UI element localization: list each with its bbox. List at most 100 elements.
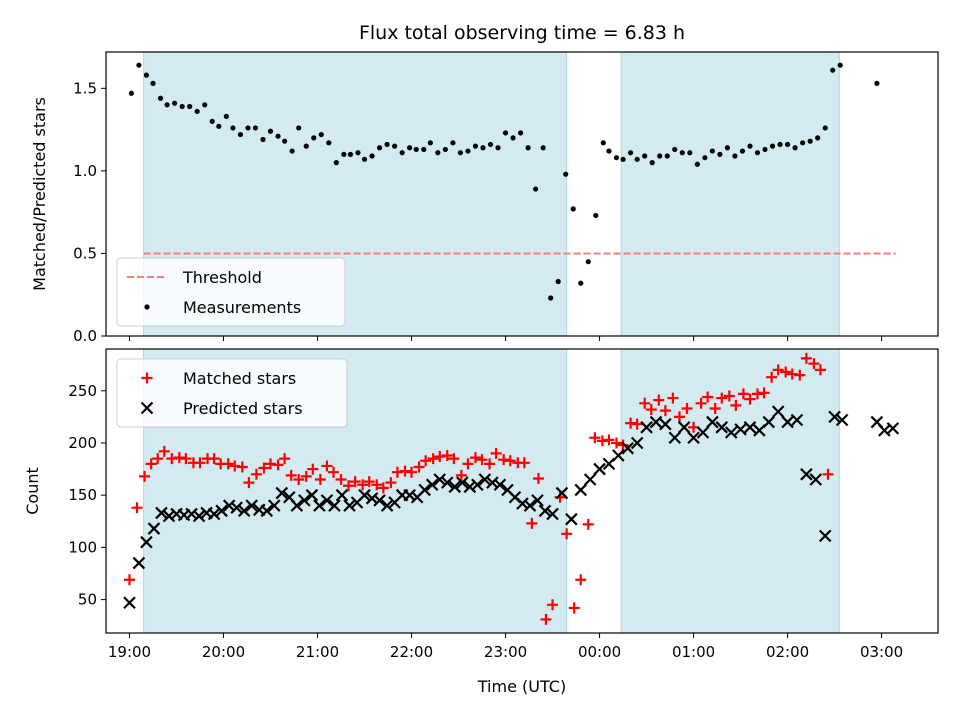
data-point bbox=[328, 466, 340, 478]
data-point bbox=[886, 422, 900, 435]
data-point bbox=[377, 482, 389, 494]
data-point bbox=[696, 426, 710, 439]
data-point bbox=[672, 146, 678, 153]
data-point bbox=[285, 469, 297, 481]
data-point bbox=[472, 143, 479, 149]
data-point bbox=[593, 462, 606, 476]
data-point bbox=[716, 392, 728, 404]
data-point bbox=[314, 474, 326, 486]
y-tick-label: 200 bbox=[68, 434, 97, 452]
data-point bbox=[250, 468, 262, 480]
data-point bbox=[818, 529, 832, 543]
data-point bbox=[252, 125, 259, 131]
data-point bbox=[747, 143, 753, 149]
data-point bbox=[427, 140, 433, 146]
data-point bbox=[478, 473, 492, 486]
data-point bbox=[140, 535, 153, 549]
data-point bbox=[427, 453, 439, 465]
data-point bbox=[677, 421, 691, 434]
data-point bbox=[187, 103, 193, 110]
legend-label: Matched stars bbox=[183, 369, 296, 388]
data-point bbox=[222, 499, 236, 512]
data-point bbox=[645, 404, 657, 416]
data-point bbox=[627, 150, 634, 156]
x-tick-label: 20:00 bbox=[202, 643, 245, 661]
data-point bbox=[476, 454, 488, 466]
data-point bbox=[504, 455, 516, 467]
data-point bbox=[376, 145, 383, 151]
x-tick-label: 22:00 bbox=[390, 643, 433, 661]
data-point bbox=[603, 434, 615, 446]
x-tick-label: 01:00 bbox=[672, 643, 715, 661]
data-point bbox=[484, 458, 496, 470]
data-point bbox=[792, 145, 798, 151]
data-point bbox=[155, 506, 168, 520]
data-point bbox=[679, 150, 685, 156]
x-tick-label: 03:00 bbox=[860, 643, 903, 661]
data-point bbox=[695, 397, 707, 409]
data-point bbox=[380, 499, 394, 512]
data-point bbox=[540, 613, 552, 625]
data-point bbox=[357, 479, 369, 491]
data-point bbox=[487, 141, 494, 148]
data-point bbox=[781, 415, 794, 429]
y-tick-label: 100 bbox=[68, 538, 97, 556]
data-point bbox=[385, 477, 397, 489]
chart-title: Flux total observing time = 6.83 h bbox=[359, 22, 685, 44]
data-point bbox=[236, 461, 248, 473]
data-point bbox=[272, 459, 284, 471]
data-point bbox=[531, 494, 544, 507]
data-point bbox=[593, 212, 599, 219]
data-point bbox=[575, 574, 587, 586]
data-point bbox=[772, 364, 784, 376]
data-point bbox=[237, 504, 251, 518]
x-tick-label: 19:00 bbox=[108, 643, 151, 661]
data-point bbox=[328, 499, 341, 512]
data-point bbox=[600, 140, 606, 146]
data-point bbox=[664, 153, 670, 159]
data-point bbox=[208, 453, 220, 465]
data-point bbox=[709, 148, 715, 154]
data-point bbox=[762, 415, 776, 429]
data-point bbox=[620, 156, 626, 162]
data-point bbox=[420, 455, 432, 467]
observing-window-1 bbox=[620, 51, 840, 337]
data-point bbox=[349, 476, 361, 488]
x-tick-label: 23:00 bbox=[484, 643, 527, 661]
data-point bbox=[158, 445, 170, 457]
data-point bbox=[709, 403, 721, 415]
data-point bbox=[433, 473, 447, 486]
y-tick-label: 1.5 bbox=[73, 79, 97, 97]
data-point bbox=[568, 602, 580, 614]
data-point bbox=[289, 148, 295, 154]
y-tick-label: 1.0 bbox=[73, 162, 97, 180]
data-point bbox=[179, 103, 185, 110]
data-point bbox=[585, 259, 591, 265]
legend-label: Predicted stars bbox=[183, 399, 303, 418]
data-point bbox=[313, 499, 326, 512]
data-point bbox=[495, 145, 501, 151]
data-point bbox=[132, 556, 146, 570]
data-point bbox=[578, 280, 584, 286]
data-point bbox=[523, 499, 537, 512]
data-point bbox=[152, 453, 164, 465]
x-axis-label: Time (UTC) bbox=[477, 677, 566, 696]
data-point bbox=[335, 488, 349, 502]
data-point bbox=[440, 476, 454, 489]
data-point bbox=[780, 366, 792, 378]
data-point bbox=[230, 125, 236, 131]
data-point bbox=[723, 390, 735, 402]
data-point bbox=[222, 458, 234, 470]
data-point bbox=[717, 151, 723, 157]
y-tick-label: 150 bbox=[68, 486, 97, 504]
data-point bbox=[207, 507, 221, 521]
data-point bbox=[275, 133, 281, 139]
data-point bbox=[639, 397, 651, 409]
data-point bbox=[311, 135, 317, 141]
data-point bbox=[518, 457, 530, 469]
data-point bbox=[373, 494, 386, 507]
data-point bbox=[298, 494, 311, 507]
data-point bbox=[321, 460, 333, 472]
data-point bbox=[147, 522, 161, 535]
